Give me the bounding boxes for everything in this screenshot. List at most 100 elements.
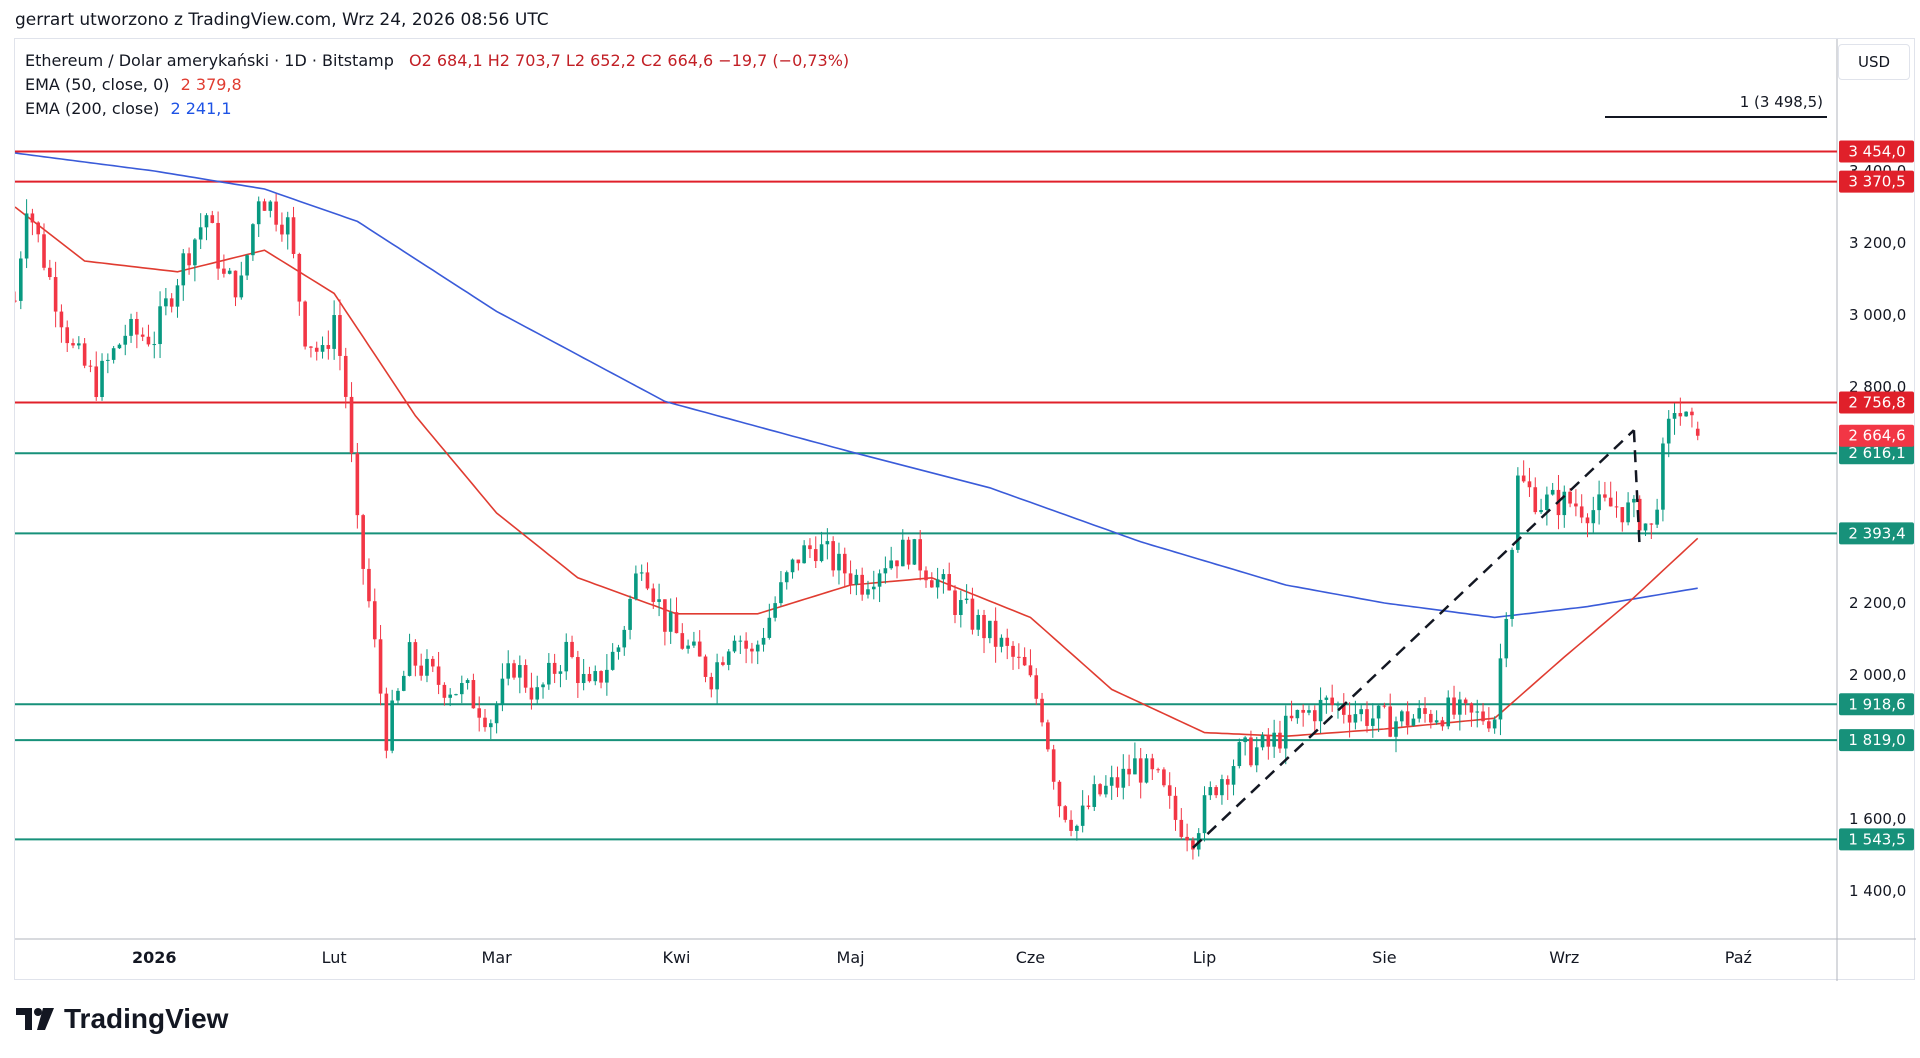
candle[interactable]: [1550, 489, 1555, 495]
candle[interactable]: [297, 253, 302, 302]
last-price-tag[interactable]: [1839, 424, 1914, 447]
candle[interactable]: [1666, 418, 1671, 444]
candle[interactable]: [77, 343, 81, 346]
candle[interactable]: [1098, 784, 1102, 795]
candle[interactable]: [372, 601, 377, 640]
candle[interactable]: [146, 336, 151, 345]
candle[interactable]: [790, 559, 795, 573]
candle[interactable]: [1283, 715, 1288, 749]
candle[interactable]: [425, 658, 429, 676]
candle[interactable]: [1307, 710, 1311, 713]
candle[interactable]: [1446, 697, 1451, 727]
candle[interactable]: [1463, 699, 1468, 704]
candle[interactable]: [280, 224, 284, 235]
candle[interactable]: [1510, 549, 1514, 619]
candle[interactable]: [1614, 506, 1619, 508]
candle[interactable]: [1046, 722, 1050, 750]
candle[interactable]: [651, 588, 656, 602]
candle[interactable]: [320, 345, 325, 352]
candle[interactable]: [1574, 503, 1578, 507]
candle[interactable]: [953, 590, 957, 615]
candle[interactable]: [53, 277, 58, 312]
candle[interactable]: [1040, 698, 1044, 723]
candle[interactable]: [605, 669, 609, 683]
candle[interactable]: [1156, 769, 1160, 771]
candle[interactable]: [1324, 697, 1329, 700]
candle[interactable]: [1301, 709, 1305, 713]
candle[interactable]: [94, 366, 99, 398]
candle[interactable]: [326, 345, 331, 349]
candle[interactable]: [599, 671, 603, 683]
candle[interactable]: [390, 700, 394, 751]
candle[interactable]: [71, 343, 75, 346]
candle[interactable]: [135, 318, 139, 335]
candle[interactable]: [628, 598, 632, 630]
candle[interactable]: [1121, 768, 1126, 788]
candle[interactable]: [1591, 510, 1596, 524]
candle[interactable]: [825, 541, 830, 545]
candle[interactable]: [645, 572, 650, 589]
candle[interactable]: [634, 573, 638, 599]
candle[interactable]: [738, 640, 743, 642]
candle[interactable]: [1661, 443, 1665, 510]
candle[interactable]: [1434, 720, 1439, 723]
candle[interactable]: [216, 222, 220, 269]
level-price-tag[interactable]: [1839, 693, 1914, 716]
candle[interactable]: [262, 201, 267, 211]
candle[interactable]: [1568, 491, 1572, 504]
candle[interactable]: [1492, 719, 1497, 729]
currency-button[interactable]: USD: [1838, 44, 1910, 80]
candle[interactable]: [976, 614, 981, 630]
candle[interactable]: [837, 553, 841, 571]
price-chart[interactable]: 1 400,0 1 600,0 2 000,0 2 200,0 2 800,0 3 000…: [15, 39, 1916, 981]
candle[interactable]: [593, 671, 598, 682]
candle[interactable]: [1260, 734, 1265, 748]
level-price-tag[interactable]: [1839, 729, 1914, 752]
candle[interactable]: [1504, 618, 1509, 659]
candle[interactable]: [686, 645, 690, 649]
candle[interactable]: [1295, 709, 1300, 719]
candle[interactable]: [1411, 718, 1416, 726]
candle[interactable]: [1643, 523, 1648, 531]
candle[interactable]: [343, 355, 348, 397]
candle[interactable]: [779, 582, 783, 604]
candle[interactable]: [1133, 758, 1137, 775]
candle[interactable]: [1104, 785, 1108, 795]
candle[interactable]: [715, 662, 719, 690]
candle[interactable]: [581, 673, 586, 684]
candle[interactable]: [1690, 411, 1694, 416]
candle[interactable]: [1400, 711, 1404, 722]
candle[interactable]: [227, 270, 232, 274]
candle[interactable]: [1138, 758, 1143, 783]
candle[interactable]: [82, 343, 87, 366]
candle[interactable]: [1370, 718, 1375, 726]
candle[interactable]: [1469, 703, 1474, 713]
candle[interactable]: [1533, 487, 1538, 513]
candle[interactable]: [245, 255, 249, 276]
candle[interactable]: [558, 671, 563, 674]
candle[interactable]: [1632, 498, 1636, 503]
candle[interactable]: [947, 574, 952, 591]
level-price-tag[interactable]: [1839, 522, 1914, 545]
candle[interactable]: [1208, 787, 1213, 796]
candle[interactable]: [494, 704, 499, 724]
candle[interactable]: [918, 539, 922, 571]
candle[interactable]: [1475, 711, 1480, 713]
candle[interactable]: [175, 285, 180, 307]
candle[interactable]: [1521, 475, 1526, 482]
candle[interactable]: [570, 641, 574, 658]
candle[interactable]: [268, 201, 273, 211]
candle[interactable]: [622, 629, 627, 648]
candle[interactable]: [1637, 498, 1642, 531]
candle[interactable]: [48, 267, 52, 278]
candle[interactable]: [274, 201, 278, 225]
candle[interactable]: [1312, 710, 1317, 722]
candle[interactable]: [500, 678, 505, 705]
trend-line-return[interactable]: [1632, 430, 1641, 550]
candle[interactable]: [1028, 665, 1033, 676]
candle[interactable]: [935, 579, 940, 588]
candle[interactable]: [1382, 705, 1387, 707]
candle[interactable]: [941, 574, 946, 580]
candle[interactable]: [1388, 706, 1393, 737]
candle[interactable]: [1272, 732, 1276, 747]
